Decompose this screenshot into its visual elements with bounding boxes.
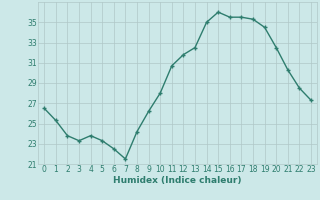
X-axis label: Humidex (Indice chaleur): Humidex (Indice chaleur): [113, 176, 242, 185]
